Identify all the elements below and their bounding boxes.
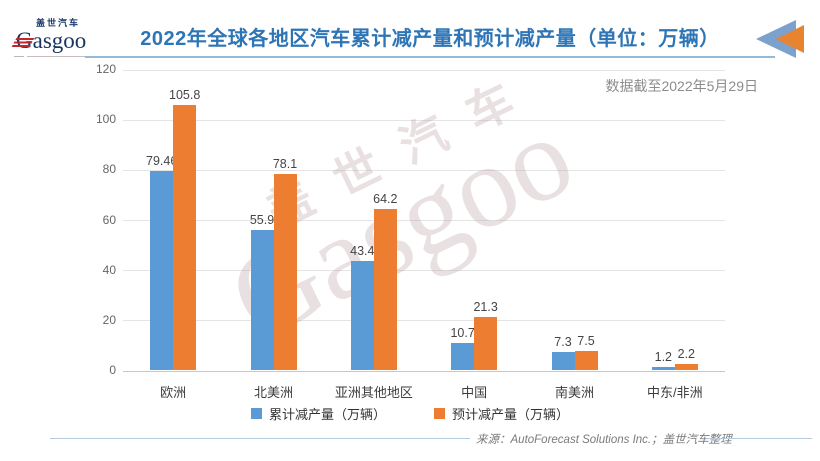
bar-value-label: 55.9	[249, 212, 275, 227]
chart-area: 79.46 105.8 欧洲 55.9 78.1 北美洲 43.4 64.2 亚洲其他地区 10.…	[0, 62, 820, 405]
legend-swatch-orange-icon	[434, 408, 445, 419]
data-cutoff-note: 数据截至2022年5月29日	[605, 78, 758, 94]
bar-forecast-0	[173, 104, 197, 370]
y-axis-tick-label: 20	[102, 312, 116, 327]
gridline-20	[123, 320, 725, 322]
bar-forecast-4	[574, 351, 598, 370]
legend-item-forecast: 预计减产量（万辆）	[434, 404, 569, 423]
y-axis-tick-label: 100	[95, 112, 116, 127]
logo-tagline	[14, 55, 110, 58]
bar-forecast-3	[474, 316, 498, 370]
y-axis-tick-label: 120	[95, 62, 116, 76]
bar-value-label: 105.8	[169, 87, 201, 102]
bar-value-label: 64.2	[373, 191, 398, 206]
bar-value-label: 21.3	[473, 299, 498, 314]
bar-value-label: 7.3	[554, 334, 572, 349]
bar-value-label: 2.2	[677, 347, 696, 362]
gridline-60	[123, 220, 725, 221]
double-left-arrows-icon	[756, 19, 806, 59]
footer-divider-left	[50, 438, 470, 439]
bar-actual-2	[350, 261, 374, 370]
chart-legend: 累计减产量（万辆） 预计减产量（万辆）	[0, 404, 820, 423]
legend-label: 预计减产量（万辆）	[452, 407, 570, 422]
bar-actual-4	[551, 351, 575, 370]
category-label-2: 亚洲其他地区	[334, 385, 413, 400]
bar-value-label: 1.2	[654, 350, 673, 364]
bar-value-label: 78.1	[272, 157, 298, 172]
bar-actual-0	[150, 170, 174, 370]
y-axis-tick-label: 80	[102, 162, 116, 177]
category-label-0: 欧洲	[160, 385, 187, 400]
bar-value-label: 79.46	[146, 153, 178, 168]
legend-item-actual: 累计减产量（万辆）	[250, 404, 386, 423]
bar-actual-1	[250, 229, 274, 370]
bar-actual-3	[451, 343, 475, 370]
bar-forecast-2	[373, 208, 397, 370]
bar-value-label: 10.7	[450, 326, 475, 341]
gridline-80	[123, 169, 725, 171]
logo-cn-text: 盖世汽车	[36, 18, 81, 28]
legend-label: 累计减产量（万辆）	[268, 407, 386, 422]
page-title: 2022年全球各地区汽车累计减产量和预计减产量（单位：万辆）	[140, 28, 720, 50]
category-label-3: 中国	[461, 385, 488, 400]
gridline-40	[123, 270, 725, 272]
bar-value-label: 7.5	[577, 334, 595, 349]
y-axis-tick-label: 60	[102, 212, 116, 227]
gridline-120	[123, 69, 725, 71]
bar-forecast-5	[674, 364, 698, 370]
orange-triangle-icon	[776, 25, 804, 53]
legend-swatch-blue-icon	[250, 408, 262, 419]
logo-wordmark: Gasgoo	[16, 28, 87, 53]
y-axis-tick-label: 0	[109, 363, 116, 377]
bar-value-label: 43.4	[350, 244, 375, 259]
source-text: 来源：AutoForecast Solutions Inc.；盖世汽车整理	[476, 434, 732, 446]
plot-area: 79.46 105.8 欧洲 55.9 78.1 北美洲 43.4 64.2 亚洲其他地区 10.…	[123, 69, 725, 400]
gridline-100	[123, 119, 725, 121]
category-label-5: 中东/非洲	[647, 385, 703, 400]
title-underline	[85, 56, 775, 58]
logo: 盖世汽车 Gasgoo	[11, 16, 110, 58]
category-label-1: 北美洲	[253, 385, 293, 400]
category-label-4: 南美洲	[554, 385, 594, 400]
footer-divider-right	[706, 438, 812, 439]
gridline-0	[123, 370, 725, 372]
bar-forecast-1	[273, 174, 297, 370]
bar-actual-5	[651, 367, 675, 370]
y-axis-tick-label: 40	[102, 262, 116, 277]
